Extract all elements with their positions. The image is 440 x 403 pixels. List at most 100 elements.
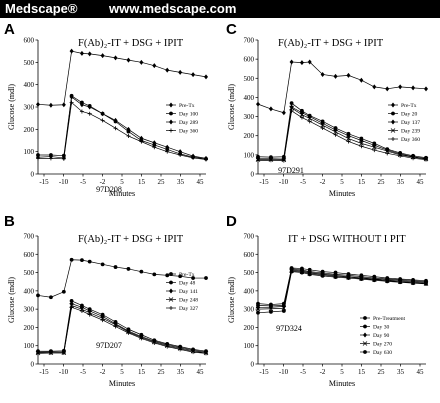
y-tick-label: 700 — [244, 37, 255, 45]
data-point — [152, 272, 157, 277]
data-point — [126, 267, 131, 271]
legend-label: Day 239 — [401, 129, 420, 135]
data-point — [113, 265, 118, 269]
x-tick-label: -5 — [300, 178, 306, 186]
data-point — [69, 299, 74, 303]
data-point — [269, 309, 273, 314]
y-tick-label: 500 — [244, 269, 255, 277]
data-point — [204, 157, 208, 162]
x-tick-label: -2 — [320, 368, 326, 376]
data-point — [79, 308, 84, 313]
data-point — [289, 59, 294, 65]
data-point — [87, 312, 92, 317]
data-point — [87, 104, 92, 110]
data-point — [69, 94, 74, 100]
data-point — [113, 324, 118, 329]
data-point — [255, 306, 261, 312]
x-tick-label: 35 — [177, 368, 185, 376]
y-tick-label: 700 — [244, 233, 255, 241]
legend-entry: Day 30 — [360, 324, 390, 331]
data-point — [178, 274, 183, 279]
data-point — [346, 136, 351, 141]
x-tick-label: 5 — [340, 178, 344, 186]
x-tick-label: 5 — [120, 178, 124, 186]
data-point — [165, 144, 170, 150]
series-pre-tx — [36, 48, 208, 108]
data-point — [398, 153, 403, 158]
x-tick-label: -15 — [259, 368, 269, 376]
legend-entry: Day 360 — [166, 128, 198, 135]
legend-marker — [169, 128, 173, 133]
legend-entry: Day 360 — [388, 137, 420, 143]
data-point — [372, 148, 377, 153]
series-day-360 — [256, 108, 428, 163]
data-point — [289, 101, 294, 106]
data-point — [268, 106, 273, 112]
data-point — [359, 277, 364, 282]
data-point — [411, 281, 415, 286]
x-tick-label: 25 — [378, 178, 386, 186]
legend-entry: Day 100 — [166, 111, 198, 118]
data-point — [256, 158, 260, 163]
data-point — [299, 112, 305, 117]
legend-label: Pre-Treatment — [373, 316, 406, 322]
x-tick-label: 15 — [358, 368, 366, 376]
data-point — [69, 100, 74, 105]
data-point — [113, 55, 118, 61]
x-axis-label: Minutes — [109, 379, 135, 388]
data-point — [424, 282, 428, 286]
data-point — [299, 115, 304, 120]
data-point — [152, 140, 157, 146]
y-tick-label: 0 — [31, 361, 35, 369]
legend-marker — [390, 128, 396, 133]
sample-id-label: 97D207 — [96, 341, 122, 350]
chart-title: F(Ab)₂-IT + DSG + IPIT — [78, 38, 184, 49]
legend-label: Pre-Tx — [179, 272, 195, 278]
data-point — [178, 347, 183, 352]
legend-marker — [169, 306, 173, 310]
legend-marker — [362, 341, 368, 346]
data-point — [333, 73, 338, 79]
data-point — [372, 278, 377, 283]
legend-label: Day 30 — [373, 325, 390, 331]
data-point — [36, 351, 40, 356]
data-point — [333, 132, 338, 137]
data-point — [191, 72, 196, 78]
data-point — [385, 86, 390, 92]
data-point — [139, 59, 144, 65]
x-tick-label: 15 — [138, 368, 146, 376]
x-tick-label: -10 — [59, 178, 69, 186]
legend-marker — [169, 119, 173, 125]
data-point — [80, 258, 84, 263]
data-point — [191, 350, 196, 355]
x-tick-label: -15 — [39, 368, 49, 376]
y-tick-label: 0 — [251, 171, 255, 179]
data-point — [139, 135, 144, 141]
data-point — [299, 60, 304, 66]
legend-entry: Day 630 — [360, 350, 392, 356]
legend-marker — [363, 324, 367, 329]
chart-panel-c: C F(Ab)₂-IT + DSG + IPIT 0 100 200 300 400 500 6… — [226, 21, 429, 198]
panel-letter: A — [4, 21, 15, 38]
data-point — [268, 306, 274, 312]
chart-title: F(Ab)₂-IT + DSG + IPIT — [278, 38, 384, 49]
x-tick-label: -10 — [279, 368, 289, 376]
x-tick-label: -10 — [59, 368, 69, 376]
data-point — [320, 122, 325, 128]
series-line — [257, 268, 427, 307]
legend-entry: Day 289 — [166, 119, 198, 126]
legend-label: Day 141 — [179, 289, 198, 295]
data-point — [100, 53, 105, 59]
legend-marker — [363, 350, 367, 354]
legend-marker — [169, 111, 173, 116]
data-point — [346, 139, 351, 144]
data-point — [204, 276, 208, 280]
legend-entry: Day 327 — [166, 306, 198, 312]
x-tick-label: -5 — [80, 368, 86, 376]
legend-label: Day 48 — [179, 281, 196, 287]
panel-letter: B — [4, 213, 15, 230]
data-point — [411, 156, 416, 161]
data-point — [126, 126, 131, 132]
y-tick-label: 300 — [24, 306, 35, 314]
data-point — [36, 156, 40, 161]
